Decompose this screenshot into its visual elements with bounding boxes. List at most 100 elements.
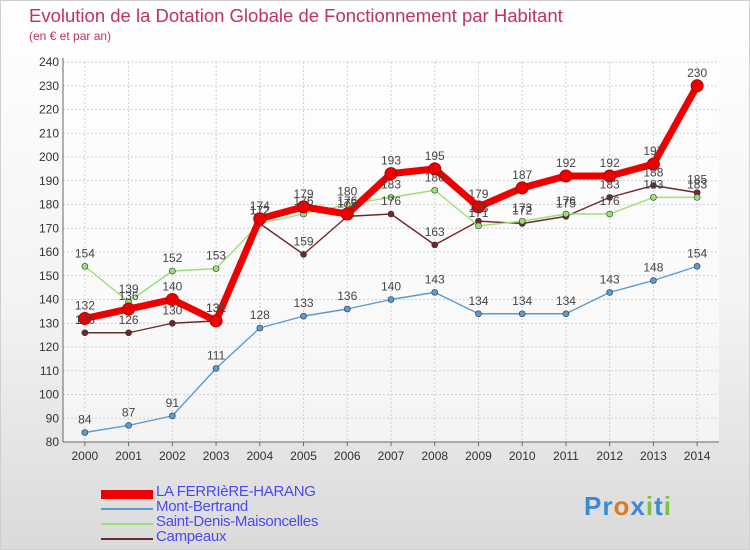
- y-tick-label: 150: [39, 269, 59, 283]
- data-point: [690, 79, 704, 93]
- data-point: [606, 289, 613, 296]
- data-point: [81, 262, 89, 270]
- y-tick-label: 110: [40, 364, 59, 378]
- legend-swatch: [101, 489, 153, 499]
- data-point: [428, 162, 442, 176]
- logo-letter: i: [645, 491, 655, 521]
- data-point: [384, 167, 398, 181]
- data-point: [81, 429, 89, 436]
- data-point: [518, 217, 526, 225]
- data-label: 172: [250, 204, 270, 218]
- data-point: [475, 310, 482, 318]
- data-label: 172: [250, 204, 270, 218]
- data-label: 134: [468, 294, 488, 308]
- legend-label: Campeaux: [156, 528, 227, 545]
- legend-swatch: [101, 508, 153, 510]
- data-label: 175: [556, 196, 576, 210]
- data-label: 154: [687, 246, 707, 260]
- data-point: [650, 277, 657, 284]
- data-label: 173: [512, 201, 532, 215]
- data-label: 143: [425, 272, 445, 286]
- x-tick-label: 2001: [115, 449, 142, 463]
- proxiti-logo: Proxiti: [584, 491, 672, 522]
- legend-item: Saint-Denis-Maisoncelles: [101, 513, 401, 531]
- data-point: [169, 319, 176, 327]
- data-label: 179: [468, 187, 488, 201]
- data-label: 183: [643, 177, 663, 191]
- y-tick-label: 220: [39, 103, 59, 117]
- x-tick-label: 2007: [378, 449, 405, 463]
- data-label: 126: [75, 313, 95, 327]
- data-point: [169, 412, 176, 420]
- legend-item: Campeaux: [101, 528, 401, 546]
- legend-label: Saint-Denis-Maisoncelles: [156, 513, 319, 530]
- y-tick-label: 200: [39, 150, 59, 164]
- data-label: 128: [250, 308, 270, 322]
- y-tick-label: 170: [39, 221, 59, 235]
- data-label: 140: [162, 280, 182, 294]
- data-point: [518, 310, 526, 318]
- data-label: 152: [162, 251, 182, 265]
- data-label: 176: [294, 194, 314, 208]
- data-point: [431, 289, 439, 296]
- data-point: [559, 169, 573, 183]
- data-point: [212, 365, 220, 372]
- data-point: [431, 186, 439, 194]
- data-point: [471, 200, 485, 214]
- x-tick-label: 2002: [159, 449, 186, 463]
- logo-letter: P: [584, 491, 603, 521]
- data-point: [165, 293, 179, 306]
- logo-letter: i: [663, 491, 672, 521]
- x-tick-label: 2006: [334, 449, 361, 463]
- data-point: [125, 422, 132, 429]
- data-point: [300, 312, 307, 320]
- data-point: [169, 267, 176, 275]
- data-label: 193: [381, 154, 401, 168]
- data-label: 131: [206, 301, 226, 315]
- data-label: 133: [294, 296, 314, 310]
- x-tick-label: 2005: [290, 449, 317, 463]
- data-point: [646, 157, 660, 171]
- y-tick-label: 140: [39, 293, 59, 307]
- legend-swatch: [101, 538, 153, 540]
- data-label: 159: [294, 234, 314, 248]
- data-point: [125, 329, 132, 337]
- x-tick-label: 2009: [465, 449, 492, 463]
- data-label: 176: [381, 194, 401, 208]
- data-label: 183: [600, 177, 620, 191]
- data-label: 91: [166, 396, 180, 410]
- y-tick-label: 230: [39, 79, 59, 93]
- chart-subtitle: (en € et par an): [29, 29, 112, 43]
- x-tick-label: 2013: [640, 449, 667, 463]
- data-label: 154: [75, 246, 95, 260]
- data-label: 87: [122, 405, 136, 419]
- legend-label: Mont-Bertrand: [156, 498, 248, 515]
- data-point: [475, 222, 482, 230]
- data-label: 176: [600, 194, 620, 208]
- data-point: [209, 314, 223, 328]
- data-point: [387, 296, 395, 303]
- logo-letter: r: [602, 491, 614, 521]
- data-point: [606, 194, 613, 201]
- data-label: 187: [512, 168, 532, 182]
- data-point: [253, 212, 267, 226]
- data-label: 134: [556, 294, 576, 308]
- legend-item: LA FERRIèRE-HARANG: [101, 483, 401, 501]
- x-tick-label: 2012: [596, 449, 623, 463]
- data-label: 174: [250, 199, 270, 213]
- legend-swatch: [101, 523, 153, 525]
- data-label: 163: [425, 225, 445, 239]
- data-label: 136: [337, 289, 357, 303]
- data-label: 131: [206, 301, 226, 315]
- data-point: [300, 251, 307, 258]
- chart-title: Evolution de la Dotation Globale de Fonc…: [29, 5, 563, 26]
- x-tick-label: 2008: [421, 449, 448, 463]
- data-label: 195: [425, 149, 445, 163]
- data-label: 134: [512, 294, 532, 308]
- data-point: [387, 194, 395, 201]
- data-label: 192: [600, 156, 620, 170]
- data-point: [81, 329, 89, 337]
- data-label: 148: [643, 261, 663, 275]
